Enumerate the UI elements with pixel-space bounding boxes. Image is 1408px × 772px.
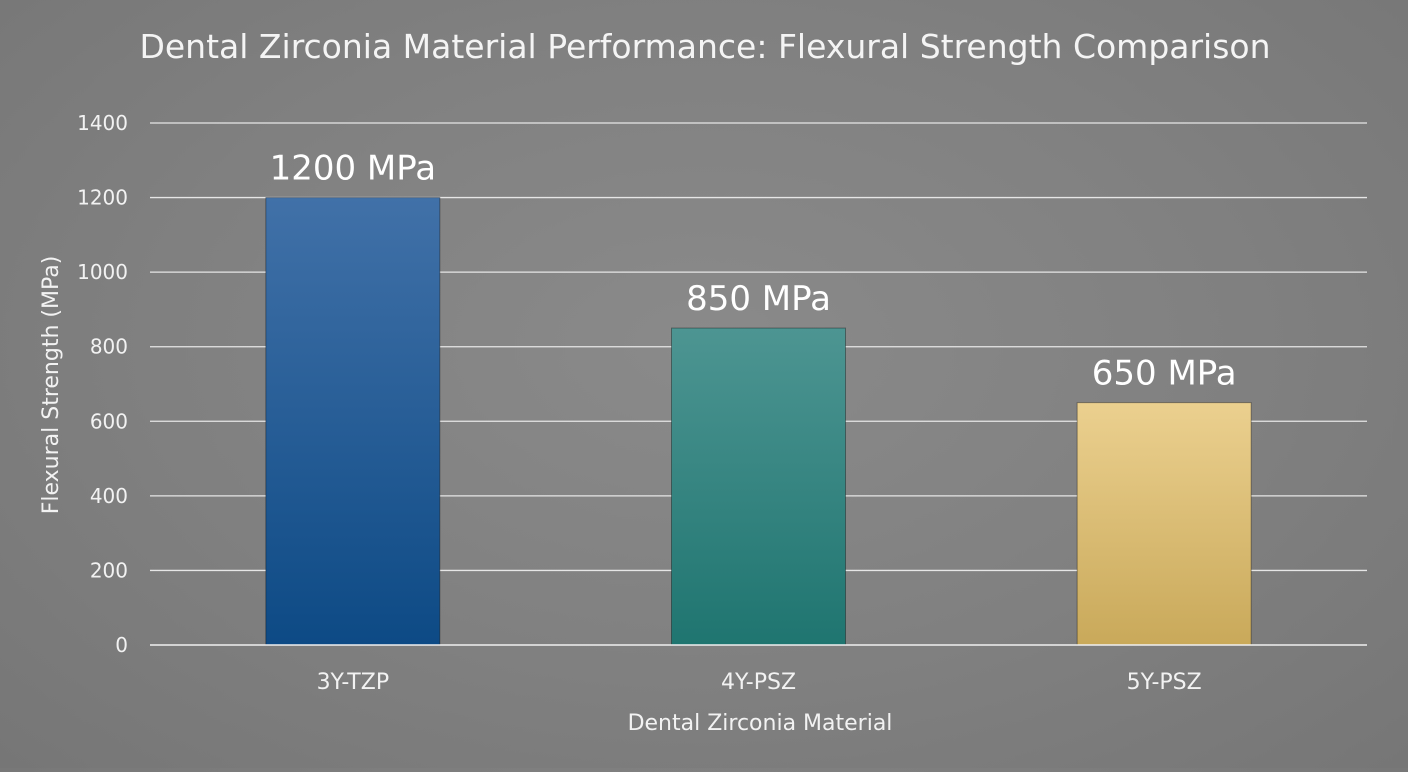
y-tick-label: 1400 (77, 111, 128, 135)
y-tick-label: 0 (115, 633, 128, 657)
data-label: 650 MPa (1092, 354, 1237, 394)
y-tick-label: 1000 (77, 260, 128, 284)
y-axis-ticks: 0 200 400 600 800 1000 1200 1400 (77, 111, 128, 657)
bar-3y-tzp (265, 197, 441, 646)
data-label: 1200 MPa (270, 149, 436, 189)
x-tick-label: 4Y-PSZ (721, 670, 796, 695)
bars (265, 197, 1252, 646)
y-tick-label: 600 (90, 409, 128, 433)
data-label: 850 MPa (686, 279, 831, 319)
data-labels: 1200 MPa 850 MPa 650 MPa (270, 149, 1237, 394)
y-tick-label: 800 (90, 335, 128, 359)
y-tick-label: 1200 (77, 186, 128, 210)
x-axis-title: Dental Zirconia Material (628, 711, 893, 736)
bar-4y-psz (671, 327, 846, 646)
x-tick-label: 5Y-PSZ (1127, 670, 1202, 695)
y-axis-title: Flexural Strength (MPa) (39, 256, 64, 515)
chart-title: Dental Zirconia Material Performance: Fl… (139, 27, 1270, 66)
x-axis-ticks: 3Y-TZP 4Y-PSZ 5Y-PSZ (317, 670, 1202, 695)
x-tick-label: 3Y-TZP (317, 670, 390, 695)
y-tick-label: 200 (90, 558, 128, 582)
bar-5y-psz (1076, 402, 1252, 646)
y-tick-label: 400 (90, 484, 128, 508)
